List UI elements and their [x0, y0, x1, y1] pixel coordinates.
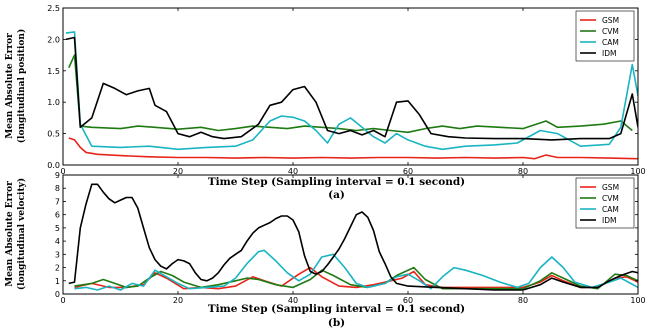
- y-tick-label: 2.0: [47, 35, 60, 44]
- legend-entry-cam: CAM: [602, 205, 619, 214]
- x-tick-label: 0: [60, 296, 65, 305]
- y-axis-label: Mean Absolute Error: [5, 33, 15, 139]
- y-tick-label: 1.5: [47, 67, 60, 76]
- x-tick-label: 100: [630, 296, 645, 305]
- y-axis-label: (longitudinal velocity): [16, 178, 27, 290]
- legend-entry-idm: IDM: [602, 216, 616, 225]
- plot-frame: [62, 174, 639, 295]
- x-tick-label: 0: [60, 167, 65, 176]
- legend-entry-cam: CAM: [602, 38, 619, 47]
- x-tick-label: 60: [403, 296, 413, 305]
- chart-panel-0: 0 20 40 60 80 100 0.0 0.5 1.0 1.5 2.0 2.5 Mean Absol…: [5, 4, 646, 201]
- y-tick-label: 6: [55, 211, 60, 220]
- legend: GSM CVM CAM IDM: [575, 177, 635, 229]
- y-tick-label: 7: [55, 197, 60, 206]
- plot-frame: [62, 7, 639, 166]
- legend: GSM CVM CAM IDM: [575, 10, 635, 62]
- y-tick-label: 3: [55, 250, 60, 259]
- x-tick-label: 80: [518, 296, 528, 305]
- series-line-cvm: [68, 54, 633, 134]
- legend-entry-idm: IDM: [602, 49, 616, 58]
- series-line-idm: [65, 36, 638, 141]
- y-tick-label: 2: [55, 264, 60, 273]
- series-line-cam: [65, 31, 638, 151]
- x-axis-label: Time Step (Sampling interval = 0.1 secon…: [208, 303, 465, 315]
- y-tick-label: 5: [55, 224, 60, 233]
- series-line-cam: [74, 249, 638, 291]
- y-tick-label: 9: [55, 171, 60, 180]
- legend-entry-cvm: CVM: [602, 27, 619, 36]
- y-tick-label: 8: [55, 184, 60, 193]
- panel-label: (b): [328, 317, 345, 329]
- x-tick-label: 80: [518, 167, 528, 176]
- y-tick-label: 1.0: [47, 98, 60, 107]
- y-axis-label: (longitudinal position): [16, 29, 27, 143]
- y-tick-label: 0: [55, 290, 60, 299]
- chart-panel-1: 0 20 40 60 80 100 0 1 2 3 4 5 6 7 8 9 Mean Absolute Erro…: [5, 171, 646, 329]
- x-tick-label: 60: [403, 167, 413, 176]
- y-tick-label: 0.0: [47, 161, 60, 170]
- series-line-idm: [68, 183, 638, 291]
- y-tick-label: 1: [55, 277, 60, 286]
- series-line-gsm: [68, 137, 638, 160]
- y-tick-label: 4: [55, 237, 60, 246]
- x-tick-label: 20: [173, 167, 183, 176]
- x-tick-label: 40: [288, 296, 298, 305]
- y-tick-label: 2.5: [47, 4, 60, 13]
- y-tick-label: 0.5: [47, 130, 60, 139]
- y-axis-label: Mean Absolute Error: [5, 181, 15, 287]
- legend-entry-gsm: GSM: [602, 16, 619, 25]
- series-line-cvm: [74, 266, 638, 290]
- x-axis-label: Time Step (Sampling interval = 0.1 secon…: [208, 176, 465, 188]
- x-tick-label: 40: [288, 167, 298, 176]
- legend-entry-cvm: CVM: [602, 194, 619, 203]
- x-tick-label: 20: [173, 296, 183, 305]
- series-line-gsm: [74, 266, 638, 290]
- legend-entry-gsm: GSM: [602, 183, 619, 192]
- panel-label: (a): [328, 189, 345, 201]
- x-tick-label: 100: [630, 167, 645, 176]
